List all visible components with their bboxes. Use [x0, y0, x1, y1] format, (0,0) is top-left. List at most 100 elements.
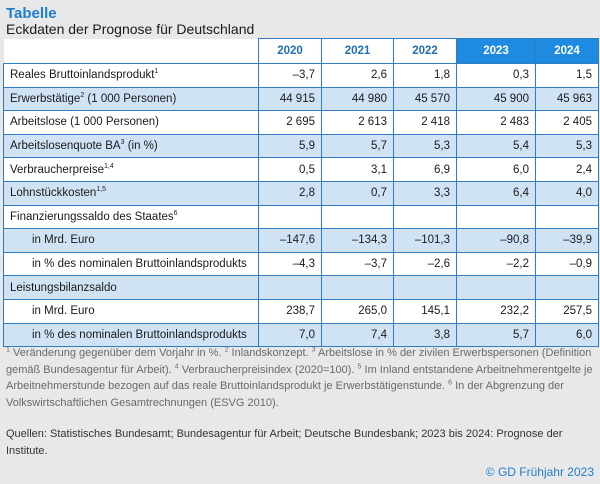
table-row: in Mrd. Euro 238,7 265,0 145,1 232,2 257,5: [3, 298, 599, 324]
value-cell: –147,6: [258, 228, 322, 253]
value-cell: [393, 204, 457, 230]
row-label-text: Reales Bruttoinlandsprodukt: [10, 69, 155, 82]
value-cell: –3,7: [258, 63, 322, 88]
value-cell: 45 900: [456, 86, 536, 112]
table-row: Finanzierungssaldo des Staates6: [3, 204, 599, 230]
table-label: Tabelle: [6, 5, 57, 22]
year-header-projection: 2023: [456, 38, 536, 64]
footnote-ref: 6: [173, 210, 178, 218]
table-row: Arbeitslose (1 000 Personen) 2 695 2 613 2 …: [3, 110, 599, 135]
footnote-2: Inlandskonzept.: [231, 347, 312, 359]
value-cell: 6,4: [456, 180, 536, 206]
row-label-text: Lohnstückkosten: [10, 187, 97, 200]
value-cell: 2 695: [258, 110, 322, 135]
value-cell: [393, 275, 457, 300]
value-cell: [535, 204, 599, 230]
row-label-text: Arbeitslose (1 000 Personen): [10, 116, 159, 129]
value-cell: 45 570: [393, 86, 457, 112]
sources-text: Quellen: Statistisches Bundesamt; Bundes…: [6, 428, 563, 457]
value-cell: 2 483: [456, 110, 536, 135]
row-label-text: Leistungsbilanzsaldo: [10, 281, 117, 294]
row-label: Reales Bruttoinlandsprodukt1: [3, 63, 259, 88]
footnote-1: Veränderung gegenüber dem Vorjahr in %.: [12, 347, 225, 359]
table-row: in % des nominalen Bruttoinlandsprodukts…: [3, 322, 599, 348]
value-cell: 3,8: [393, 322, 457, 348]
row-label: Leistungsbilanzsaldo: [3, 275, 259, 300]
value-cell: –2,2: [456, 251, 536, 277]
footnote-ref: 1: [154, 68, 159, 76]
value-cell: 5,3: [393, 133, 457, 159]
year-header-projection: 2024: [535, 38, 599, 64]
value-cell: 6,9: [393, 157, 457, 182]
value-cell: [258, 204, 322, 230]
row-label: in Mrd. Euro: [3, 228, 259, 253]
value-cell: 3,3: [393, 180, 457, 206]
year-header: 2022: [393, 38, 457, 64]
row-label-text: in % des nominalen Bruttoinlandsprodukts: [32, 328, 247, 341]
row-label-text: Arbeitslosenquote BA: [10, 140, 121, 153]
row-label: in % des nominalen Bruttoinlandsprodukts: [3, 251, 259, 277]
row-label: Erwerbstätige2 (1 000 Personen): [3, 86, 259, 112]
table-row: Leistungsbilanzsaldo: [3, 275, 599, 300]
value-cell: 0,3: [456, 63, 536, 88]
row-label: Lohnstückkosten1,5: [3, 180, 259, 206]
value-cell: 1,8: [393, 63, 457, 88]
value-cell: [321, 275, 394, 300]
row-label-suffix: (in %): [124, 140, 158, 153]
value-cell: 3,1: [321, 157, 394, 182]
value-cell: 5,9: [258, 133, 322, 159]
table-row: Lohnstückkosten1,5 2,8 0,7 3,3 6,4 4,0: [3, 180, 599, 206]
value-cell: –3,7: [321, 251, 394, 277]
value-cell: 7,4: [321, 322, 394, 348]
value-cell: 0,7: [321, 180, 394, 206]
value-cell: 265,0: [321, 298, 394, 324]
value-cell: 7,0: [258, 322, 322, 348]
row-label: in Mrd. Euro: [3, 298, 259, 324]
forecast-table: 2020 2021 2022 2023 2024 Reales Bruttoin…: [3, 38, 599, 348]
table-row: Erwerbstätige2 (1 000 Personen) 44 915 44 …: [3, 86, 599, 112]
row-label-text: Finanzierungssaldo des Staates: [10, 210, 174, 223]
value-cell: 2,6: [321, 63, 394, 88]
footnote-ref: 1,5: [96, 186, 107, 194]
copyright-text: © GD Frühjahr 2023: [485, 465, 594, 479]
year-header: 2020: [258, 38, 322, 64]
value-cell: 1,5: [535, 63, 599, 88]
value-cell: 44 915: [258, 86, 322, 112]
footnote-ref: 1,4: [103, 162, 114, 170]
value-cell: 2 613: [321, 110, 394, 135]
value-cell: –0,9: [535, 251, 599, 277]
table-row: in Mrd. Euro –147,6 –134,3 –101,3 –90,8 –39,9: [3, 228, 599, 253]
table-row: Verbraucherpreise1,4 0,5 3,1 6,9 6,0 2,4: [3, 157, 599, 182]
value-cell: [535, 275, 599, 300]
value-cell: 5,3: [535, 133, 599, 159]
value-cell: –4,3: [258, 251, 322, 277]
value-cell: –2,6: [393, 251, 457, 277]
row-label: Arbeitslosenquote BA3 (in %): [3, 133, 259, 159]
value-cell: 5,7: [456, 322, 536, 348]
table-row: Reales Bruttoinlandsprodukt1 –3,7 2,6 1,8 0,…: [3, 63, 599, 88]
row-label-text: in Mrd. Euro: [32, 305, 95, 318]
row-label: Finanzierungssaldo des Staates6: [3, 204, 259, 230]
value-cell: 5,7: [321, 133, 394, 159]
value-cell: 4,0: [535, 180, 599, 206]
footnote-ref: 2: [80, 92, 85, 100]
header-row: 2020 2021 2022 2023 2024: [3, 38, 599, 64]
row-label: Arbeitslose (1 000 Personen): [3, 110, 259, 135]
row-label-text: Erwerbstätige: [10, 92, 81, 105]
value-cell: 2 418: [393, 110, 457, 135]
value-cell: 45 963: [535, 86, 599, 112]
value-cell: –134,3: [321, 228, 394, 253]
value-cell: 2,8: [258, 180, 322, 206]
value-cell: –101,3: [393, 228, 457, 253]
value-cell: 44 980: [321, 86, 394, 112]
value-cell: –90,8: [456, 228, 536, 253]
row-label-text: Verbraucherpreise: [10, 163, 104, 176]
table-row: in % des nominalen Bruttoinlandsprodukts…: [3, 251, 599, 277]
value-cell: [258, 275, 322, 300]
row-label: in % des nominalen Bruttoinlandsprodukts: [3, 322, 259, 348]
row-label-suffix: (1 000 Personen): [84, 92, 177, 105]
footnote-6: In der Abgrenzung der Volkswirtschaftlic…: [6, 380, 564, 409]
value-cell: 145,1: [393, 298, 457, 324]
value-cell: 2 405: [535, 110, 599, 135]
header-corner: [3, 38, 259, 64]
